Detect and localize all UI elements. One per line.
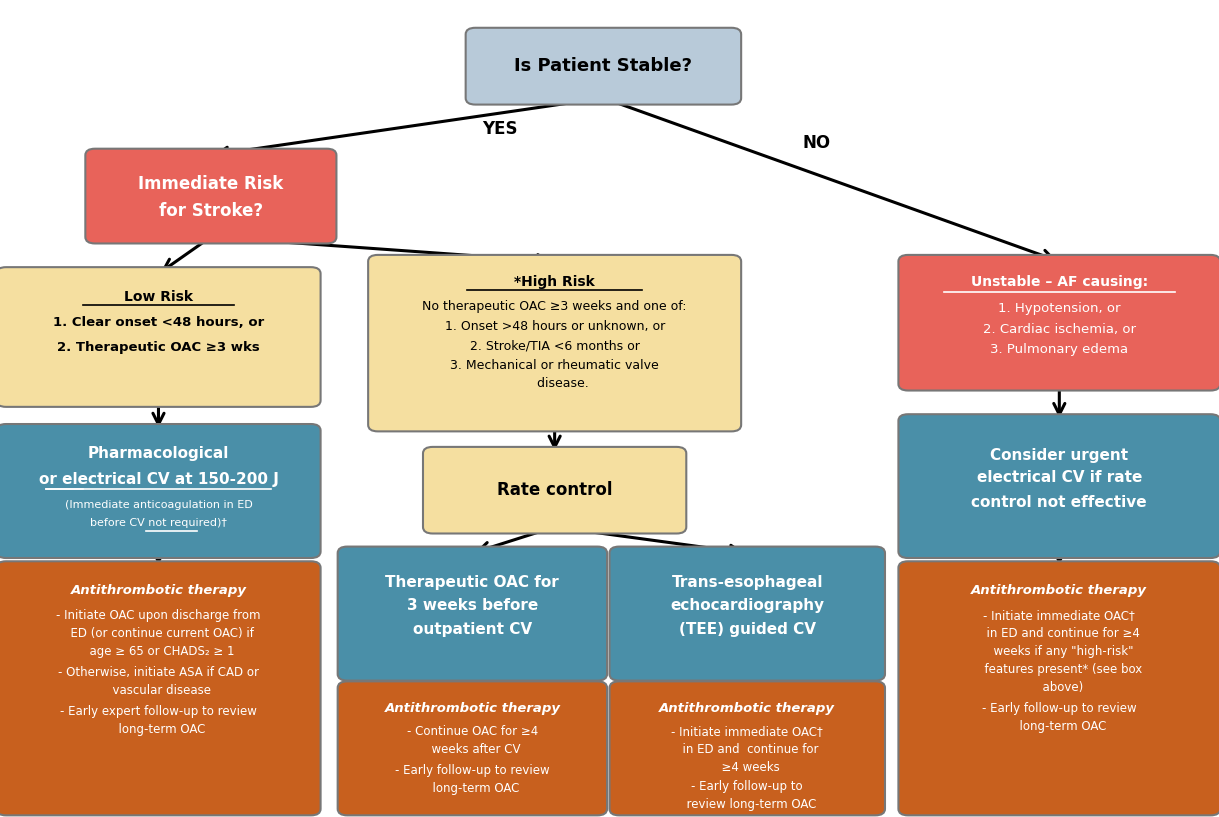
FancyBboxPatch shape	[0, 267, 321, 407]
Text: 2. Cardiac ischemia, or: 2. Cardiac ischemia, or	[983, 323, 1136, 336]
FancyBboxPatch shape	[898, 561, 1219, 815]
Text: Rate control: Rate control	[497, 481, 612, 499]
Text: (TEE) guided CV: (TEE) guided CV	[679, 623, 816, 637]
Text: before CV not required)†: before CV not required)†	[90, 518, 227, 528]
Text: No therapeutic OAC ≥3 weeks and one of:: No therapeutic OAC ≥3 weeks and one of:	[423, 300, 686, 313]
Text: 1. Clear onset <48 hours, or: 1. Clear onset <48 hours, or	[52, 316, 265, 329]
Text: Is Patient Stable?: Is Patient Stable?	[514, 57, 692, 75]
Text: - Early follow-up to: - Early follow-up to	[691, 780, 803, 793]
Text: (Immediate anticoagulation in ED: (Immediate anticoagulation in ED	[65, 500, 252, 510]
Text: NO: NO	[802, 134, 831, 152]
Text: disease.: disease.	[521, 377, 589, 391]
Text: - Early follow-up to review: - Early follow-up to review	[983, 702, 1136, 715]
Text: Consider urgent: Consider urgent	[990, 448, 1129, 462]
Text: in ED and continue for ≥4: in ED and continue for ≥4	[979, 627, 1140, 640]
FancyBboxPatch shape	[368, 255, 741, 431]
Text: Low Risk: Low Risk	[124, 289, 193, 304]
Text: in ED and  continue for: in ED and continue for	[675, 743, 819, 756]
Text: 2. Stroke/TIA <6 months or: 2. Stroke/TIA <6 months or	[469, 339, 640, 352]
Text: echocardiography: echocardiography	[670, 598, 824, 613]
FancyBboxPatch shape	[898, 255, 1219, 391]
FancyBboxPatch shape	[85, 149, 336, 243]
Text: Therapeutic OAC for: Therapeutic OAC for	[385, 575, 560, 590]
Text: - Early follow-up to review: - Early follow-up to review	[395, 764, 550, 777]
Text: ≥4 weeks: ≥4 weeks	[714, 761, 780, 774]
Text: Trans-esophageal: Trans-esophageal	[672, 575, 823, 590]
Text: long-term OAC: long-term OAC	[425, 782, 519, 795]
Text: 3. Pulmonary edema: 3. Pulmonary edema	[990, 343, 1129, 356]
FancyBboxPatch shape	[610, 681, 885, 815]
Text: outpatient CV: outpatient CV	[413, 623, 531, 637]
Text: Unstable – AF causing:: Unstable – AF causing:	[970, 275, 1148, 289]
Text: control not effective: control not effective	[972, 495, 1147, 510]
Text: Antithrombotic therapy: Antithrombotic therapy	[659, 702, 835, 715]
Text: 1. Onset >48 hours or unknown, or: 1. Onset >48 hours or unknown, or	[445, 320, 664, 333]
Text: weeks if any "high-risk": weeks if any "high-risk"	[985, 645, 1134, 658]
Text: *High Risk: *High Risk	[514, 275, 595, 289]
Text: Pharmacological: Pharmacological	[88, 446, 229, 461]
Text: above): above)	[1035, 681, 1084, 694]
FancyBboxPatch shape	[338, 547, 607, 681]
Text: age ≥ 65 or CHADS₂ ≥ 1: age ≥ 65 or CHADS₂ ≥ 1	[82, 645, 235, 658]
Text: long-term OAC: long-term OAC	[111, 723, 206, 736]
Text: - Continue OAC for ≥4: - Continue OAC for ≥4	[407, 725, 538, 738]
Text: 1. Hypotension, or: 1. Hypotension, or	[998, 302, 1120, 315]
FancyBboxPatch shape	[898, 414, 1219, 558]
Text: features present* (see box: features present* (see box	[976, 663, 1142, 676]
Text: vascular disease: vascular disease	[106, 684, 211, 697]
Text: Immediate Risk: Immediate Risk	[138, 175, 284, 193]
FancyBboxPatch shape	[0, 424, 321, 558]
Text: YES: YES	[482, 120, 518, 138]
Text: review long-term OAC: review long-term OAC	[679, 798, 816, 811]
Text: - Early expert follow-up to review: - Early expert follow-up to review	[60, 705, 257, 718]
FancyBboxPatch shape	[338, 681, 607, 815]
FancyBboxPatch shape	[610, 547, 885, 681]
Text: ED (or continue current OAC) if: ED (or continue current OAC) if	[63, 627, 254, 640]
Text: 3 weeks before: 3 weeks before	[407, 598, 538, 613]
Text: Antithrombotic therapy: Antithrombotic therapy	[972, 584, 1147, 597]
Text: long-term OAC: long-term OAC	[1012, 720, 1107, 733]
Text: electrical CV if rate: electrical CV if rate	[976, 471, 1142, 485]
Text: Antithrombotic therapy: Antithrombotic therapy	[384, 702, 561, 715]
Text: - Initiate immediate OAC†: - Initiate immediate OAC†	[672, 725, 823, 738]
Text: Antithrombotic therapy: Antithrombotic therapy	[71, 584, 246, 597]
Text: - Initiate immediate OAC†: - Initiate immediate OAC†	[984, 609, 1135, 622]
FancyBboxPatch shape	[423, 447, 686, 534]
Text: weeks after CV: weeks after CV	[424, 743, 521, 756]
Text: or electrical CV at 150-200 J: or electrical CV at 150-200 J	[39, 472, 278, 487]
Text: 3. Mechanical or rheumatic valve: 3. Mechanical or rheumatic valve	[450, 359, 659, 372]
Text: for Stroke?: for Stroke?	[158, 202, 263, 220]
FancyBboxPatch shape	[466, 28, 741, 105]
Text: - Otherwise, initiate ASA if CAD or: - Otherwise, initiate ASA if CAD or	[59, 666, 258, 679]
Text: 2. Therapeutic OAC ≥3 wks: 2. Therapeutic OAC ≥3 wks	[57, 341, 260, 354]
Text: - Initiate OAC upon discharge from: - Initiate OAC upon discharge from	[56, 609, 261, 622]
FancyBboxPatch shape	[0, 561, 321, 815]
